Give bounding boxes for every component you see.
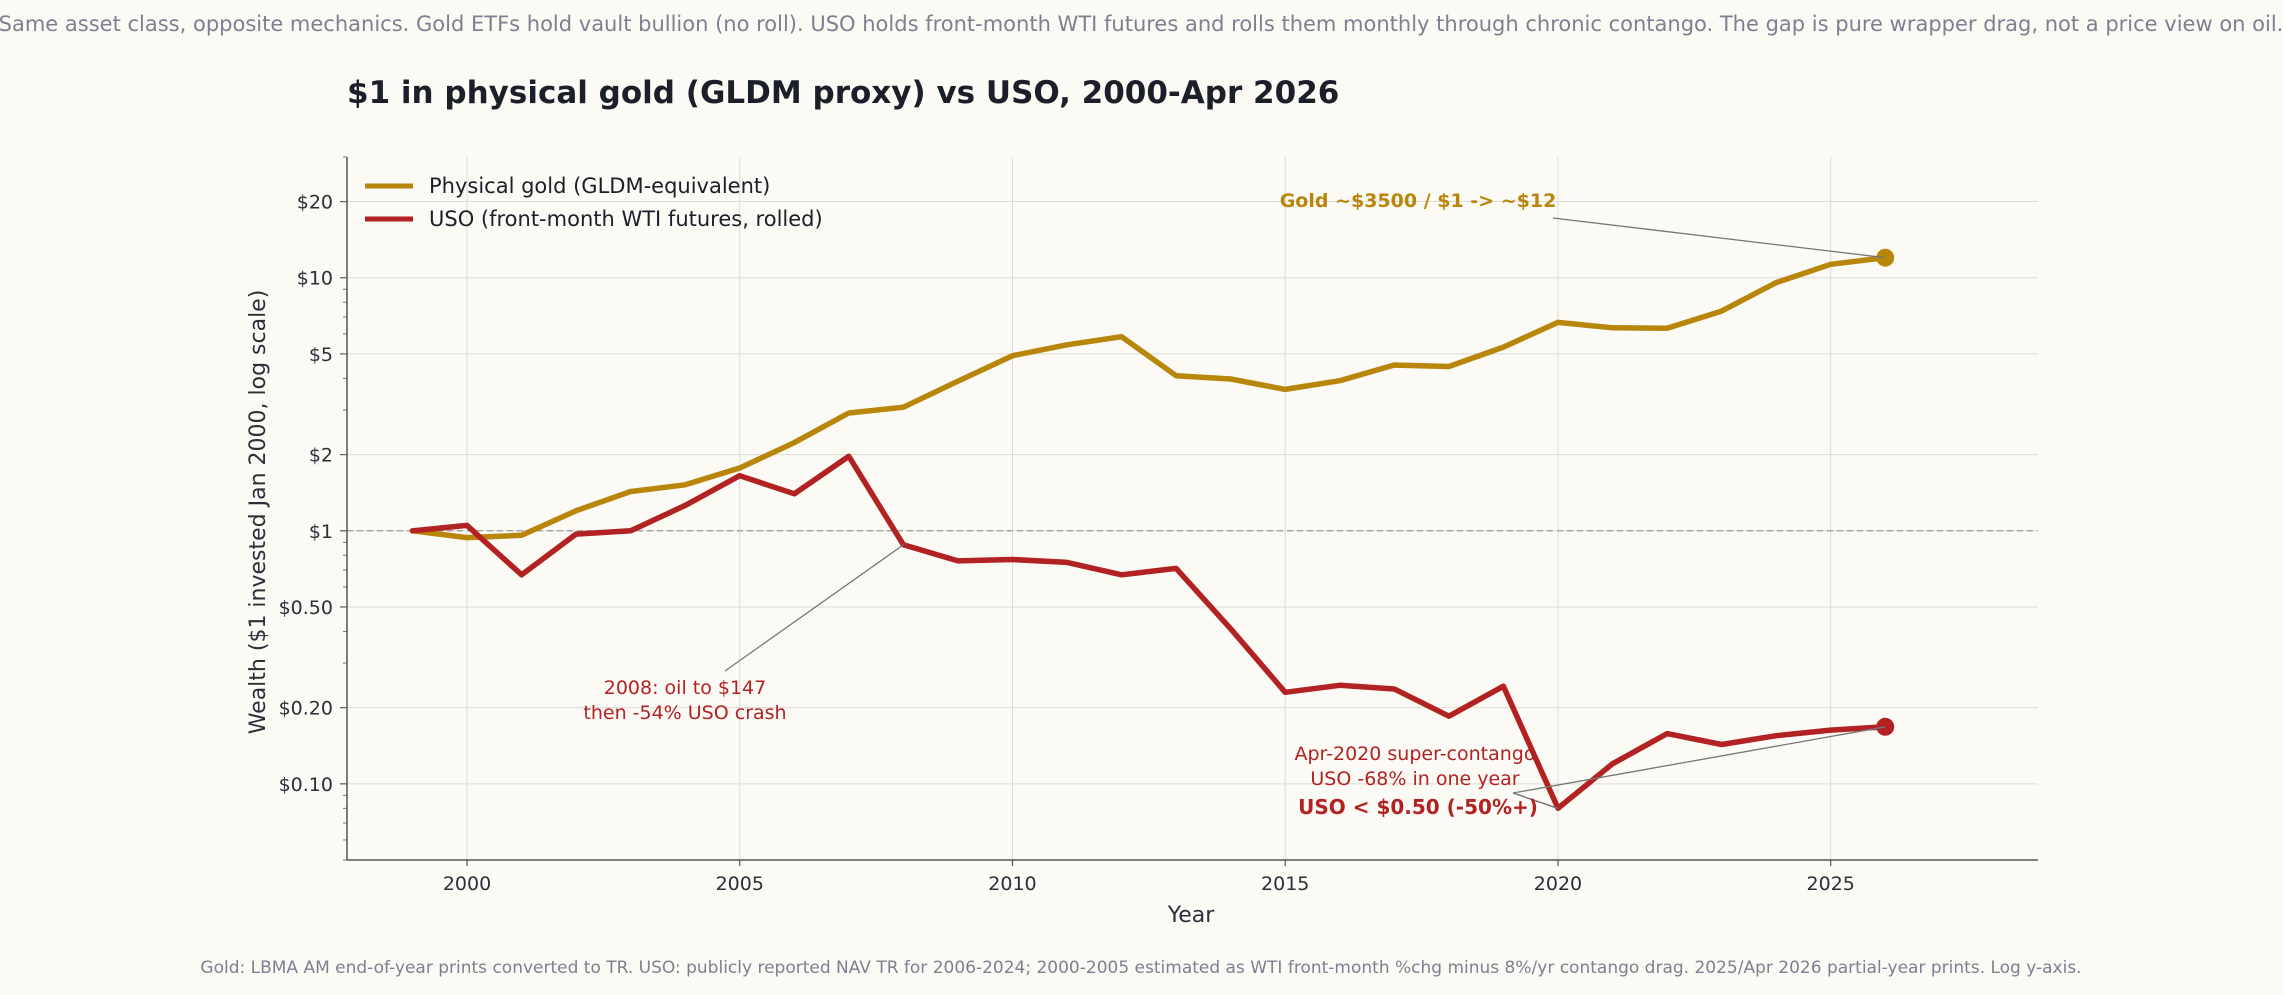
annotation-layer: Gold ~$3500 / $1 -> ~$12 2008: oil to $14… [583,190,1886,819]
annotation-text: Apr-2020 super-contango [1295,743,1536,765]
uso-series-line [409,453,1889,812]
x-tick-label: 2005 [716,873,764,895]
series-layer [409,248,1895,812]
y-tick-label: $10 [297,268,333,290]
y-tick-label: $0.10 [279,774,333,796]
legend-label-uso: USO (front-month WTI futures, rolled) [429,207,823,231]
chart-title: $1 in physical gold (GLDM proxy) vs USO,… [347,75,1339,111]
y-tick-label: $1 [309,521,333,543]
footnote: Gold: LBMA AM end-of-year prints convert… [200,958,2081,978]
axes [340,156,2038,866]
annotation-leader [1512,726,1886,794]
y-axis-label: Wealth ($1 invested Jan 2000, log scale) [246,290,271,735]
annotation-text: 2008: oil to $147 [604,677,766,699]
annotation-leader [1552,217,1886,259]
legend: Physical gold (GLDM-equivalent) USO (fro… [365,174,823,231]
y-tick-label: $2 [309,445,333,467]
x-tick-label: 2010 [988,873,1036,895]
annotation-text: USO -68% in one year [1310,768,1519,790]
x-tick-label: 2015 [1261,873,1309,895]
y-tick-label: $0.50 [279,597,333,619]
annotation-text: then -54% USO crash [583,702,786,724]
y-tick-label: $0.20 [279,698,333,720]
x-tick-label: 2020 [1534,873,1582,895]
annotation-text: USO < $0.50 (-50%+) [1298,795,1538,819]
y-tick-label: $20 [297,192,333,214]
annotation-leader [1512,792,1559,809]
y-tick-label: $5 [309,344,333,366]
x-tick-label: 2000 [443,873,491,895]
x-tick-label: 2025 [1807,873,1855,895]
gold-series-line [409,254,1889,541]
x-axis-label: Year [1167,903,1216,928]
annotation-text: Gold ~$3500 / $1 -> ~$12 [1280,190,1557,212]
grid [347,157,2038,860]
legend-label-gold: Physical gold (GLDM-equivalent) [429,174,770,198]
y-axis-tick-labels: $0.10 $0.20 $0.50 $1 $2 $5 $10 $20 [279,192,333,796]
x-axis-tick-labels: 2000 2005 2010 2015 2020 2025 [443,873,1855,895]
annotation-leader [724,544,904,672]
chart-subtitle: Same asset class, opposite mechanics. Go… [0,12,2283,36]
